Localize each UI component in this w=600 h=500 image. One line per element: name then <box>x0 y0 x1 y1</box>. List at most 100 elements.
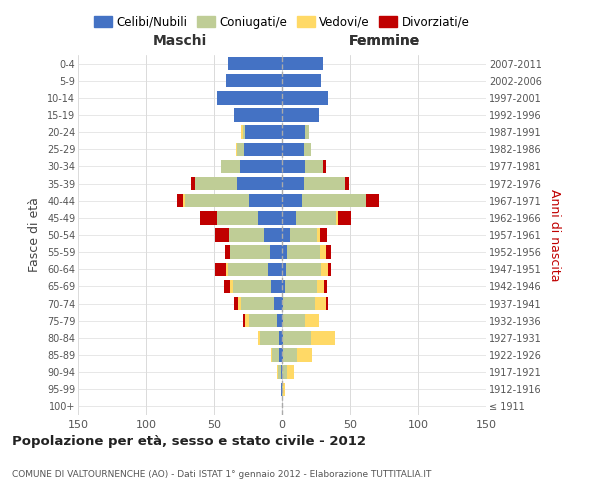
Bar <box>286 262 322 276</box>
Bar <box>265 228 282 241</box>
Bar <box>282 57 323 70</box>
Bar <box>367 194 379 207</box>
Bar <box>183 194 185 207</box>
Bar <box>283 348 297 362</box>
Bar <box>242 314 245 328</box>
Bar <box>282 142 304 156</box>
Bar <box>235 297 238 310</box>
Y-axis label: Anni di nascita: Anni di nascita <box>548 188 561 281</box>
Bar <box>282 126 305 139</box>
Bar <box>279 331 282 344</box>
Bar <box>191 177 195 190</box>
Bar <box>230 246 270 259</box>
Bar <box>185 194 250 207</box>
Bar <box>245 126 282 139</box>
Bar <box>282 297 283 310</box>
Bar <box>305 160 323 173</box>
Bar <box>225 246 230 259</box>
Bar <box>282 280 285 293</box>
Bar <box>237 142 244 156</box>
Bar <box>227 262 268 276</box>
Bar <box>282 74 322 88</box>
Bar <box>241 126 242 139</box>
Bar <box>322 262 328 276</box>
Bar <box>282 108 319 122</box>
Bar <box>195 177 237 190</box>
Bar <box>242 126 245 139</box>
Bar <box>215 262 226 276</box>
Bar <box>250 194 282 207</box>
Bar <box>283 331 311 344</box>
Bar <box>323 160 326 173</box>
Bar <box>277 314 282 328</box>
Bar <box>282 246 287 259</box>
Bar <box>287 246 320 259</box>
Bar <box>287 366 294 379</box>
Bar <box>304 177 344 190</box>
Bar <box>282 177 304 190</box>
Bar <box>328 262 331 276</box>
Bar <box>235 108 282 122</box>
Bar <box>283 382 285 396</box>
Bar <box>282 348 283 362</box>
Bar <box>302 194 367 207</box>
Bar <box>230 280 233 293</box>
Bar <box>283 297 314 310</box>
Bar <box>236 142 237 156</box>
Bar <box>344 177 349 190</box>
Bar <box>272 348 279 362</box>
Bar <box>245 314 250 328</box>
Bar <box>233 280 271 293</box>
Bar <box>237 177 282 190</box>
Bar <box>281 366 282 379</box>
Legend: Celibi/Nubili, Coniugati/e, Vedovi/e, Divorziati/e: Celibi/Nubili, Coniugati/e, Vedovi/e, Di… <box>89 11 475 34</box>
Bar <box>305 314 319 328</box>
Bar <box>283 314 305 328</box>
Bar <box>326 246 331 259</box>
Bar <box>304 142 311 156</box>
Bar <box>337 211 338 224</box>
Bar <box>257 331 260 344</box>
Text: Femmine: Femmine <box>349 34 419 48</box>
Bar <box>274 297 282 310</box>
Bar <box>282 228 290 241</box>
Bar <box>285 280 317 293</box>
Bar <box>338 211 352 224</box>
Bar <box>317 228 320 241</box>
Bar <box>320 228 327 241</box>
Bar <box>290 228 317 241</box>
Bar <box>297 348 312 362</box>
Bar <box>250 314 277 328</box>
Bar <box>282 262 286 276</box>
Bar <box>270 246 282 259</box>
Bar <box>305 126 309 139</box>
Bar <box>200 211 217 224</box>
Bar <box>260 331 279 344</box>
Bar <box>296 211 337 224</box>
Bar <box>282 91 328 104</box>
Bar <box>320 246 326 259</box>
Bar <box>241 297 274 310</box>
Bar <box>271 280 282 293</box>
Text: Maschi: Maschi <box>153 34 207 48</box>
Bar <box>271 348 272 362</box>
Bar <box>177 194 183 207</box>
Bar <box>282 160 305 173</box>
Bar <box>221 160 240 173</box>
Bar <box>257 211 282 224</box>
Bar <box>282 366 287 379</box>
Bar <box>226 262 227 276</box>
Bar <box>326 297 328 310</box>
Bar <box>268 262 282 276</box>
Bar <box>281 382 282 396</box>
Bar <box>226 74 282 88</box>
Bar <box>278 366 281 379</box>
Bar <box>227 57 282 70</box>
Bar <box>282 331 283 344</box>
Bar <box>224 280 230 293</box>
Bar <box>217 91 282 104</box>
Bar <box>282 314 283 328</box>
Bar <box>244 142 282 156</box>
Text: COMUNE DI VALTOURNENCHE (AO) - Dati ISTAT 1° gennaio 2012 - Elaborazione TUTTITA: COMUNE DI VALTOURNENCHE (AO) - Dati ISTA… <box>12 470 431 479</box>
Bar <box>282 194 302 207</box>
